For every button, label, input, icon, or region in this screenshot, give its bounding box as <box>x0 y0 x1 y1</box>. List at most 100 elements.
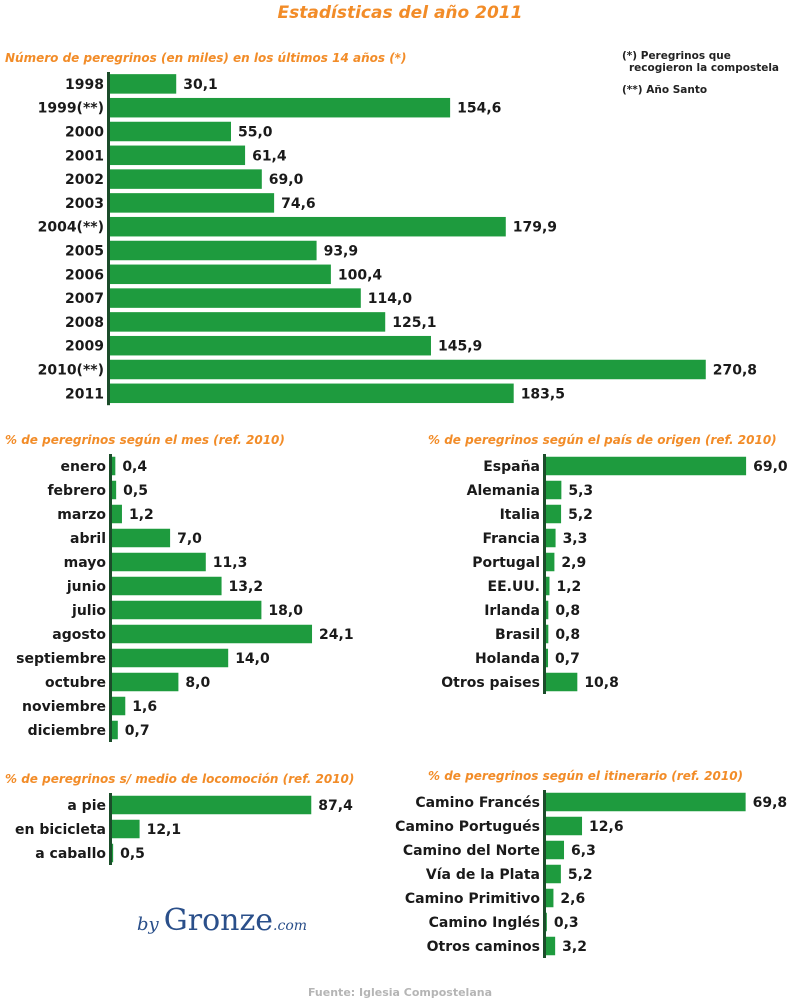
value-label: 61,4 <box>252 148 287 164</box>
value-label: 11,3 <box>213 555 248 571</box>
category-label: 2006 <box>65 267 104 283</box>
category-label: abril <box>70 531 106 547</box>
category-label: Otros caminos <box>427 939 540 955</box>
bar <box>546 936 556 956</box>
bar <box>112 672 179 692</box>
bar <box>546 576 550 596</box>
bar <box>546 504 562 524</box>
chart-title-countries: % de peregrinos según el país de origen … <box>428 433 777 447</box>
category-label: noviembre <box>22 699 106 715</box>
axis-line <box>543 790 546 958</box>
category-label: Camino Portugués <box>395 819 540 835</box>
value-label: 10,8 <box>584 675 619 691</box>
bar <box>112 843 114 863</box>
brand-domain: .com <box>273 918 308 934</box>
bar <box>546 600 549 620</box>
bar <box>110 288 361 308</box>
category-label: Brasil <box>495 627 540 643</box>
bar <box>110 216 506 237</box>
value-label: 0,3 <box>554 915 579 931</box>
value-label: 69,0 <box>753 459 788 475</box>
chart-title-years: Número de peregrinos (en miles) en los ú… <box>5 51 407 65</box>
chart-transport: a pie 87,4 en bicicleta 12,1 a caballo 0,5 <box>15 793 353 865</box>
value-label: 183,5 <box>521 386 565 402</box>
value-label: 74,6 <box>281 196 316 212</box>
brand-logo[interactable]: by Gronze.com <box>137 903 307 938</box>
bar <box>112 504 122 524</box>
bar <box>546 912 547 932</box>
value-label: 114,0 <box>368 291 413 307</box>
category-label: septiembre <box>16 651 106 667</box>
category-label: agosto <box>52 627 106 643</box>
value-label: 1,6 <box>132 699 157 715</box>
category-label: 1998 <box>65 77 104 93</box>
category-label: 2001 <box>65 148 104 164</box>
value-label: 2,6 <box>560 891 585 907</box>
category-label: 2004(**) <box>38 220 104 236</box>
source-note: Fuente: Iglesia Compostelana <box>307 986 493 999</box>
value-label: 1,2 <box>556 579 581 595</box>
category-label: Holanda <box>475 651 540 667</box>
value-label: 0,4 <box>122 459 147 475</box>
value-label: 69,8 <box>753 795 788 811</box>
category-label: octubre <box>45 675 106 691</box>
bar <box>110 97 451 118</box>
category-label: enero <box>61 459 107 475</box>
category-label: 2010(**) <box>38 363 104 379</box>
value-label: 0,7 <box>125 723 150 739</box>
category-label: en bicicleta <box>15 822 106 838</box>
value-label: 1,2 <box>129 507 154 523</box>
bar <box>112 648 229 668</box>
category-label: 2002 <box>65 172 104 188</box>
value-label: 30,1 <box>183 77 218 93</box>
bar <box>546 672 578 692</box>
category-label: Irlanda <box>484 603 540 619</box>
category-label: a caballo <box>35 846 106 862</box>
category-label: Italia <box>500 507 540 523</box>
value-label: 5,3 <box>568 483 593 499</box>
category-label: 2011 <box>65 386 104 402</box>
note-star-line2: recogieron la compostela <box>629 62 780 74</box>
value-label: 145,9 <box>438 339 482 355</box>
category-label: julio <box>71 603 106 619</box>
value-label: 0,5 <box>120 846 145 862</box>
brand-name: Gronze <box>163 903 274 938</box>
chart-title-transport: % de peregrinos s/ medio de locomoción (… <box>5 772 355 786</box>
value-label: 12,6 <box>589 819 624 835</box>
category-label: España <box>483 459 540 475</box>
category-label: EE.UU. <box>488 579 541 595</box>
category-label: febrero <box>47 483 106 499</box>
value-label: 14,0 <box>235 651 270 667</box>
value-label: 0,5 <box>123 483 148 499</box>
bar <box>546 888 554 908</box>
value-label: 3,2 <box>562 939 587 955</box>
category-label: 2003 <box>65 196 104 212</box>
bar <box>112 795 312 815</box>
value-label: 6,3 <box>571 843 596 859</box>
category-label: Camino Francés <box>415 795 540 811</box>
value-label: 87,4 <box>318 798 353 814</box>
value-label: 18,0 <box>268 603 303 619</box>
axis-line <box>109 793 112 865</box>
note-star-line1: (*) Peregrinos que <box>622 50 731 62</box>
value-label: 100,4 <box>338 267 383 283</box>
bar <box>110 193 275 213</box>
category-label: 2000 <box>65 125 104 141</box>
axis-line <box>109 454 112 742</box>
category-label: 1999(**) <box>38 101 104 117</box>
category-label: Portugal <box>472 555 540 571</box>
bar <box>546 864 561 884</box>
brand-by: by <box>137 914 159 935</box>
value-label: 55,0 <box>238 125 273 141</box>
value-label: 2,9 <box>561 555 586 571</box>
category-label: mayo <box>64 555 107 571</box>
value-label: 0,8 <box>555 603 580 619</box>
category-label: a pie <box>67 798 106 814</box>
bar <box>112 720 118 740</box>
value-label: 0,8 <box>555 627 580 643</box>
value-label: 24,1 <box>319 627 354 643</box>
category-label: 2009 <box>65 339 104 355</box>
bar <box>112 696 126 716</box>
bar <box>110 359 706 380</box>
note-double-star: (**) Año Santo <box>622 84 708 96</box>
